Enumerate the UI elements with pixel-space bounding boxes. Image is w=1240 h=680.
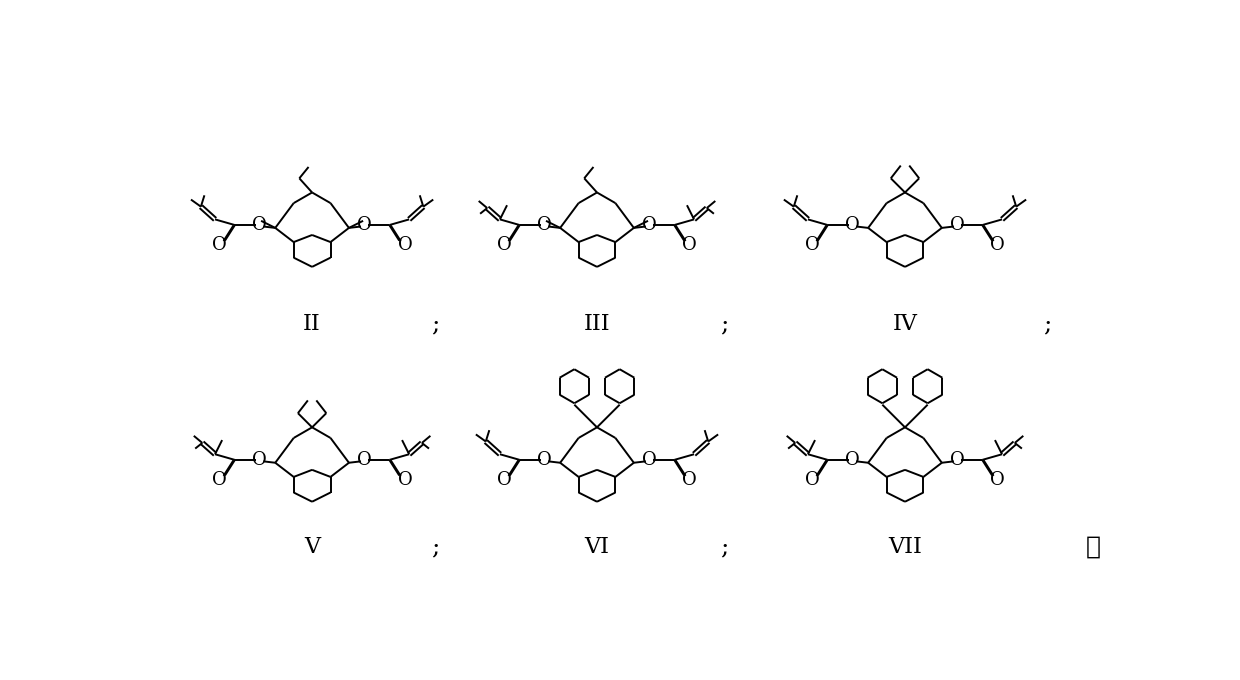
Text: ;: ; bbox=[720, 313, 728, 336]
Text: O: O bbox=[212, 236, 227, 254]
Text: O: O bbox=[252, 216, 267, 234]
Text: O: O bbox=[846, 451, 861, 469]
Text: O: O bbox=[805, 236, 820, 254]
Text: VII: VII bbox=[888, 537, 921, 558]
Text: O: O bbox=[537, 216, 552, 234]
Text: O: O bbox=[212, 471, 227, 489]
Text: ;: ; bbox=[1043, 313, 1052, 336]
Text: ;: ; bbox=[720, 536, 728, 559]
Text: 。: 。 bbox=[1086, 536, 1101, 559]
Text: O: O bbox=[682, 471, 697, 489]
Text: O: O bbox=[805, 471, 820, 489]
Text: O: O bbox=[642, 451, 657, 469]
Text: ;: ; bbox=[432, 536, 439, 559]
Text: O: O bbox=[991, 471, 1006, 489]
Text: O: O bbox=[642, 216, 657, 234]
Text: O: O bbox=[357, 451, 372, 469]
Text: O: O bbox=[497, 236, 512, 254]
Text: O: O bbox=[950, 451, 965, 469]
Text: O: O bbox=[252, 451, 267, 469]
Text: II: II bbox=[304, 313, 321, 335]
Text: O: O bbox=[398, 471, 412, 489]
Text: IV: IV bbox=[893, 313, 918, 335]
Text: O: O bbox=[537, 451, 552, 469]
Text: III: III bbox=[584, 313, 610, 335]
Text: O: O bbox=[357, 216, 372, 234]
Text: ;: ; bbox=[432, 313, 439, 336]
Text: O: O bbox=[991, 236, 1006, 254]
Text: O: O bbox=[846, 216, 861, 234]
Text: VI: VI bbox=[584, 537, 610, 558]
Text: V: V bbox=[304, 537, 320, 558]
Text: O: O bbox=[398, 236, 412, 254]
Text: O: O bbox=[682, 236, 697, 254]
Text: O: O bbox=[950, 216, 965, 234]
Text: O: O bbox=[497, 471, 512, 489]
